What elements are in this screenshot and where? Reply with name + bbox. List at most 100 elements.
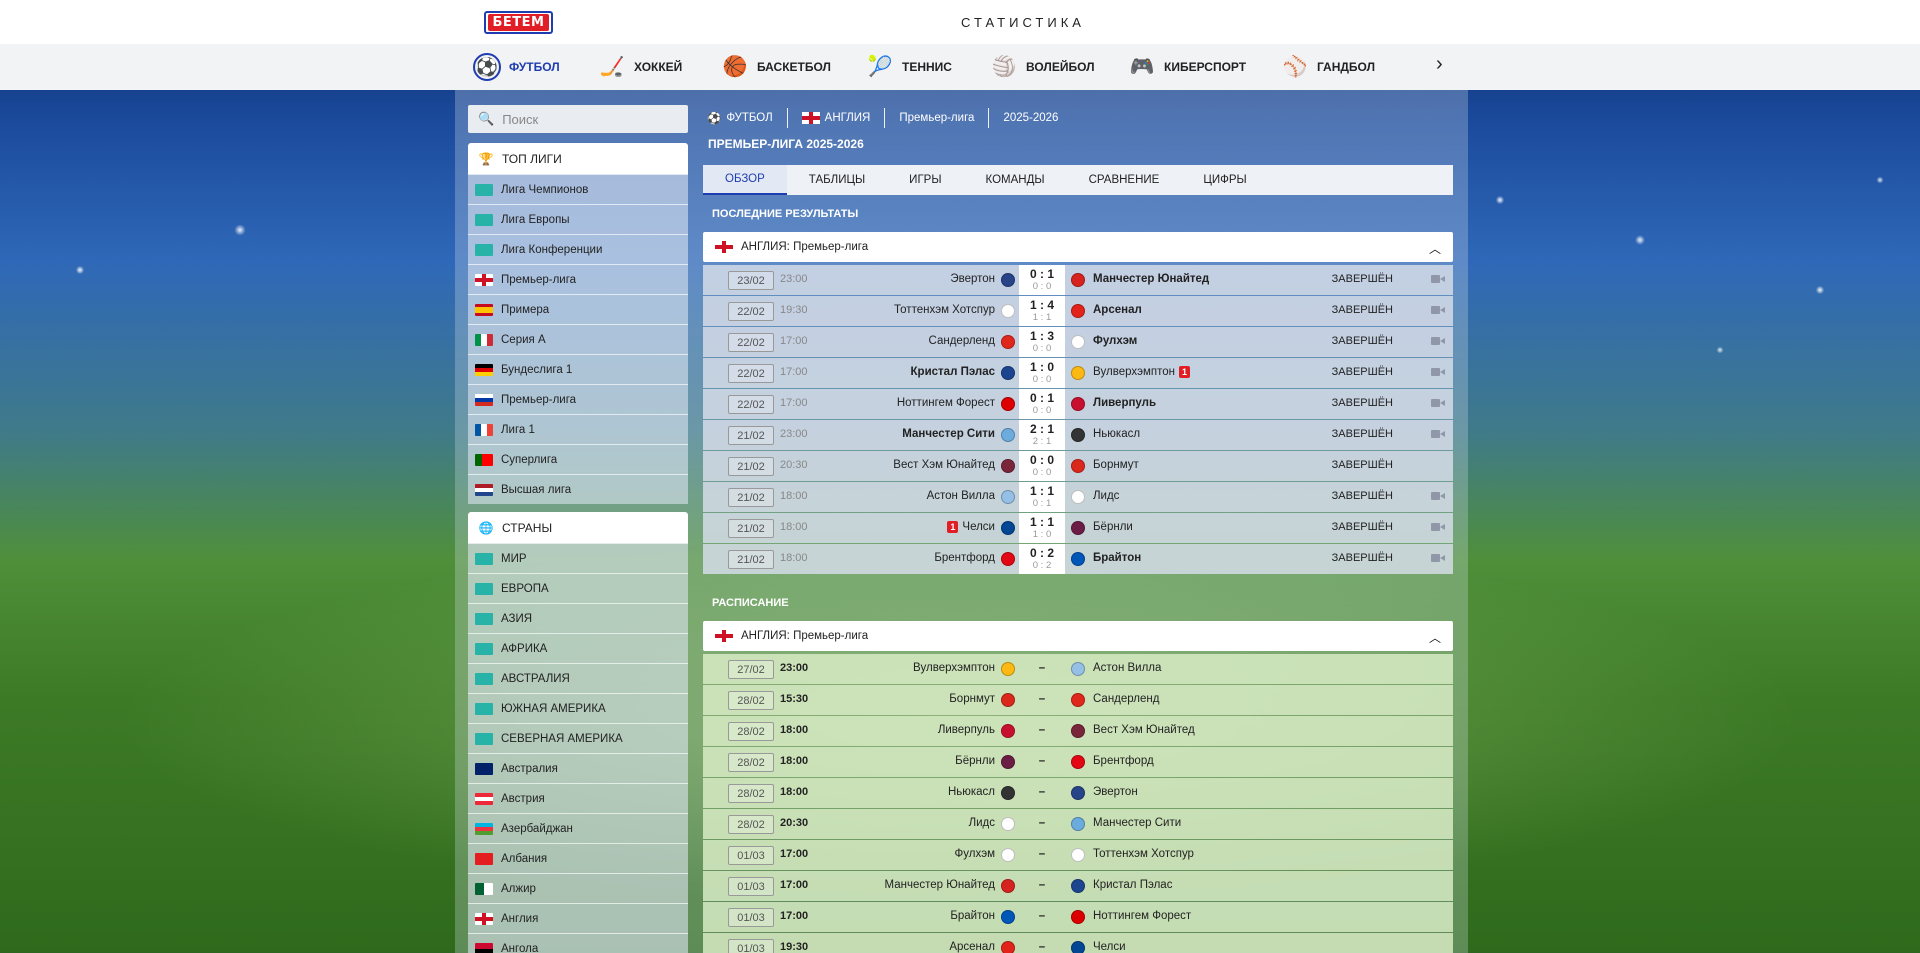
breadcrumb-item[interactable]: АНГЛИЯ — [786, 108, 885, 128]
away-team[interactable]: Челси — [1093, 941, 1126, 953]
home-team[interactable]: 1 Челси — [943, 521, 995, 533]
sport-tab-0[interactable]: ⚽ ФУТБОЛ — [473, 52, 560, 82]
sidebar-item[interactable]: ЕВРОПА — [468, 573, 688, 603]
sidebar-item[interactable]: АФРИКА — [468, 633, 688, 663]
sidebar-item[interactable]: Австрия — [468, 783, 688, 813]
home-team[interactable]: Брентфорд — [934, 552, 995, 564]
away-team[interactable]: Ньюкасл — [1093, 428, 1140, 440]
breadcrumb-item[interactable]: Премьер-лига — [884, 108, 988, 128]
video-camera-icon[interactable] — [1431, 553, 1445, 563]
sidebar-item[interactable]: ЮЖНАЯ АМЕРИКА — [468, 693, 688, 723]
away-team[interactable]: Сандерленд — [1093, 693, 1159, 705]
sidebar-item[interactable]: Австралия — [468, 753, 688, 783]
tab-5[interactable]: ЦИФРЫ — [1203, 174, 1247, 186]
home-team[interactable]: Манчестер Сити — [902, 428, 995, 440]
away-team[interactable]: Вулверхэмптон 1 — [1093, 366, 1194, 378]
tab-3[interactable]: КОМАНДЫ — [985, 174, 1045, 186]
video-camera-icon[interactable] — [1431, 491, 1445, 501]
chevron-up-icon[interactable]: ︿ — [1428, 631, 1441, 645]
home-team[interactable]: Арсенал — [949, 941, 995, 953]
home-team[interactable]: Эвертон — [950, 273, 995, 285]
breadcrumb-item[interactable]: ⚽ ФУТБОЛ — [707, 108, 787, 128]
video-camera-icon[interactable] — [1431, 305, 1445, 315]
tab-4[interactable]: СРАВНЕНИЕ — [1088, 174, 1160, 186]
sport-tab-1[interactable]: 🏒 ХОККЕЙ — [598, 52, 683, 82]
home-team[interactable]: Борнмут — [949, 693, 995, 705]
home-team[interactable]: Ливерпуль — [938, 724, 995, 736]
sidebar-item[interactable]: Серия А — [468, 324, 688, 354]
brand-logo[interactable]: БЕТЕМ — [484, 11, 553, 34]
home-team[interactable]: Астон Вилла — [927, 490, 995, 502]
schedule-row[interactable]: 28/02 18:00 Бёрнли – Брентфорд — [703, 747, 1453, 777]
results-group-header[interactable]: АНГЛИЯ: Премьер-лига ︿ — [703, 232, 1453, 262]
away-team[interactable]: Бёрнли — [1093, 521, 1133, 533]
tab-1[interactable]: ТАБЛИЦЫ — [808, 174, 866, 186]
schedule-row[interactable]: 28/02 20:30 Лидс – Манчестер Сити — [703, 809, 1453, 839]
home-team[interactable]: Вулверхэмптон — [913, 662, 995, 674]
breadcrumb-item[interactable]: 2025-2026 — [988, 108, 1072, 128]
sidebar-item[interactable]: Лига Чемпионов — [468, 174, 688, 204]
home-team[interactable]: Сандерленд — [929, 335, 995, 347]
home-team[interactable]: Тоттенхэм Хотспур — [894, 304, 995, 316]
sidebar-item[interactable]: Премьер-лига — [468, 264, 688, 294]
chevron-right-icon[interactable]: › — [1436, 53, 1443, 75]
schedule-row[interactable]: 27/02 23:00 Вулверхэмптон – Астон Вилла — [703, 654, 1453, 684]
schedule-row[interactable]: 01/03 17:00 Брайтон – Ноттингем Форест — [703, 902, 1453, 932]
sidebar-item[interactable]: Алжир — [468, 873, 688, 903]
sidebar-item[interactable]: Премьер-лига — [468, 384, 688, 414]
away-team[interactable]: Фулхэм — [1093, 335, 1137, 347]
away-team[interactable]: Кристал Пэлас — [1093, 879, 1172, 891]
sidebar-item[interactable]: Англия — [468, 903, 688, 933]
video-camera-icon[interactable] — [1431, 522, 1445, 532]
sport-tab-4[interactable]: 🏐 ВОЛЕЙБОЛ — [990, 52, 1095, 82]
away-team[interactable]: Брентфорд — [1093, 755, 1154, 767]
tab-2[interactable]: ИГРЫ — [909, 174, 942, 186]
sidebar-item[interactable]: Бундеслига 1 — [468, 354, 688, 384]
top-leagues-header[interactable]: 🏆 ТОП ЛИГИ — [468, 143, 688, 174]
home-team[interactable]: Фулхэм — [955, 848, 995, 860]
home-team[interactable]: Брайтон — [950, 910, 995, 922]
schedule-group-header[interactable]: АНГЛИЯ: Премьер-лига ︿ — [703, 621, 1453, 651]
video-camera-icon[interactable] — [1431, 367, 1445, 377]
sidebar-item[interactable]: Лига Конференции — [468, 234, 688, 264]
home-team[interactable]: Ньюкасл — [948, 786, 995, 798]
schedule-row[interactable]: 28/02 15:30 Борнмут – Сандерленд — [703, 685, 1453, 715]
countries-header[interactable]: 🌐 СТРАНЫ — [468, 512, 688, 543]
sidebar-item[interactable]: Суперлига — [468, 444, 688, 474]
home-team[interactable]: Вест Хэм Юнайтед — [893, 459, 995, 471]
search-input[interactable]: 🔍 Поиск — [468, 105, 688, 133]
away-team[interactable]: Брайтон — [1093, 552, 1141, 564]
video-camera-icon[interactable] — [1431, 398, 1445, 408]
away-team[interactable]: Вест Хэм Юнайтед — [1093, 724, 1195, 736]
away-team[interactable]: Астон Вилла — [1093, 662, 1161, 674]
sidebar-item[interactable]: Ангола — [468, 933, 688, 953]
sidebar-item[interactable]: Высшая лига — [468, 474, 688, 504]
home-team[interactable]: Манчестер Юнайтед — [885, 879, 996, 891]
away-team[interactable]: Манчестер Юнайтед — [1093, 273, 1209, 285]
tab-0[interactable]: ОБЗОР — [703, 165, 787, 195]
schedule-row[interactable]: 01/03 17:00 Фулхэм – Тоттенхэм Хотспур — [703, 840, 1453, 870]
sport-tab-2[interactable]: 🏀 БАСКЕТБОЛ — [721, 52, 831, 82]
sidebar-item[interactable]: Примера — [468, 294, 688, 324]
schedule-row[interactable]: 28/02 18:00 Ливерпуль – Вест Хэм Юнайтед — [703, 716, 1453, 746]
sidebar-item[interactable]: АВСТРАЛИЯ — [468, 663, 688, 693]
home-team[interactable]: Кристал Пэлас — [911, 366, 995, 378]
away-team[interactable]: Тоттенхэм Хотспур — [1093, 848, 1194, 860]
video-camera-icon[interactable] — [1431, 274, 1445, 284]
away-team[interactable]: Арсенал — [1093, 304, 1142, 316]
away-team[interactable]: Лидс — [1093, 490, 1119, 502]
schedule-row[interactable]: 01/03 19:30 Арсенал – Челси — [703, 933, 1453, 953]
video-camera-icon[interactable] — [1431, 429, 1445, 439]
sidebar-item[interactable]: Албания — [468, 843, 688, 873]
schedule-row[interactable]: 01/03 17:00 Манчестер Юнайтед – Кристал Пэла… — [703, 871, 1453, 901]
home-team[interactable]: Бёрнли — [955, 755, 995, 767]
